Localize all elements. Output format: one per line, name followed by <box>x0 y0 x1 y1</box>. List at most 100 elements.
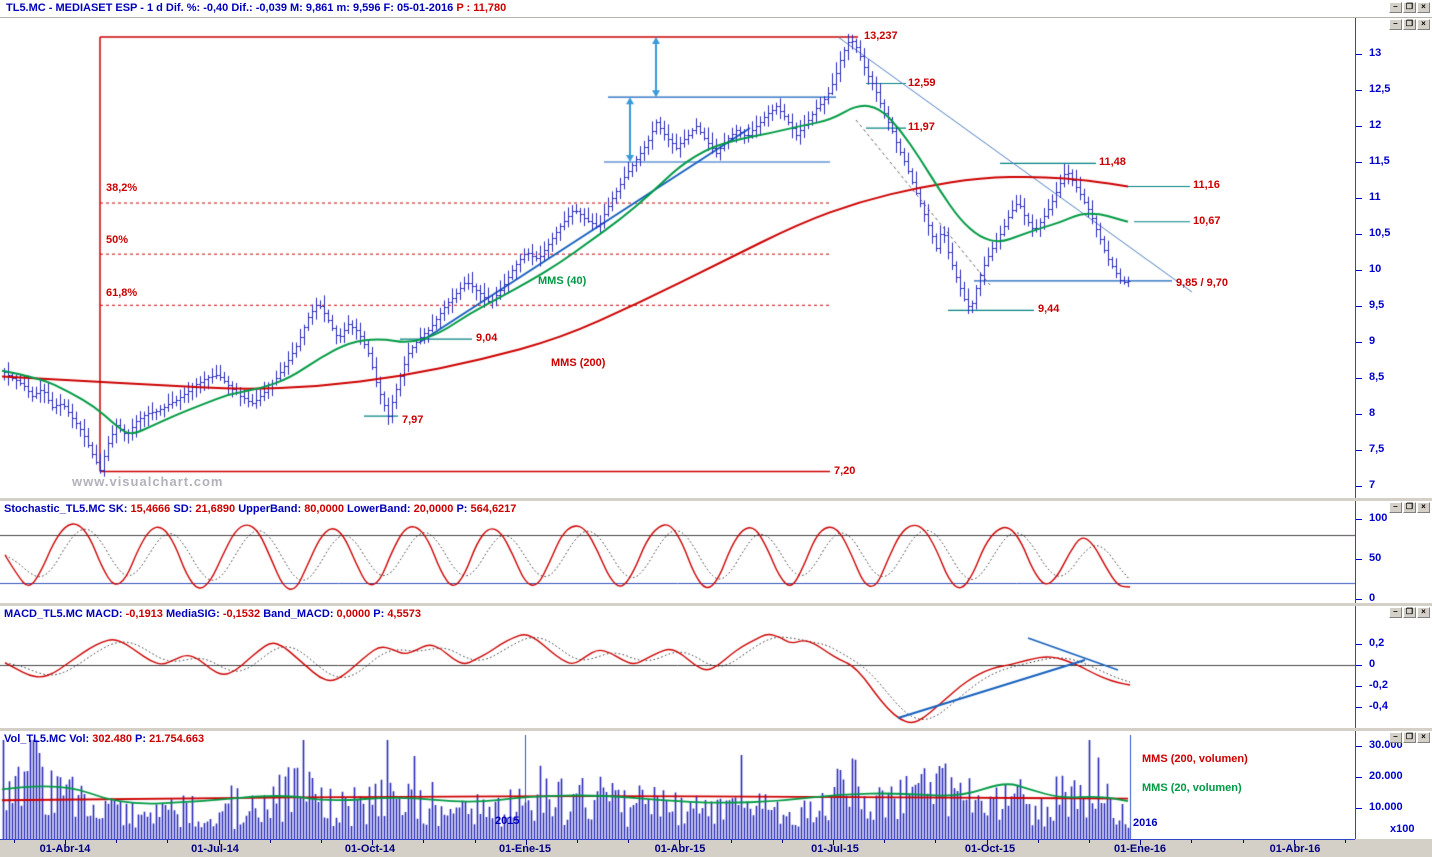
price-value-axis[interactable]: – ❐ × 13 12,5 12 11,5 11 10,5 10 9,5 9 8,5 8 7,5 7 <box>1355 18 1432 498</box>
minimize-button[interactable]: – <box>1389 502 1402 513</box>
axis-label: 11 <box>1369 191 1381 203</box>
minimize-button[interactable]: – <box>1389 19 1402 30</box>
price-chart-canvas[interactable] <box>0 18 1355 498</box>
macd-chart-canvas[interactable] <box>0 606 1355 728</box>
axis-label: 0 <box>1369 658 1376 670</box>
axis-tick <box>1356 519 1362 520</box>
time-axis-tick <box>167 840 168 843</box>
close-button[interactable]: × <box>1417 732 1430 743</box>
date-label: 01-Oct-14 <box>344 843 396 855</box>
axis-tick <box>1356 599 1362 600</box>
time-axis-tick <box>321 840 322 843</box>
close-button[interactable]: × <box>1417 607 1430 618</box>
time-axis-tick <box>577 840 578 843</box>
time-axis-tick <box>1243 840 1244 843</box>
time-axis-tick <box>833 840 834 845</box>
header-segment: SK: <box>108 503 131 515</box>
time-axis-tick <box>526 840 527 845</box>
minimize-button[interactable]: – <box>1389 2 1402 13</box>
time-axis-tick <box>987 840 988 845</box>
header-segment: Stochastic_TL5.MC <box>4 503 109 515</box>
chart-title: TL5.MC - MEDIASET ESP - 1 d Dif. %: -0,4… <box>6 2 506 14</box>
maximize-button[interactable]: ❐ <box>1403 502 1416 513</box>
date-label: 01-Jul-15 <box>811 843 859 855</box>
time-axis-tick <box>628 840 629 843</box>
axis-label: 7,5 <box>1369 443 1385 455</box>
volume-chart-canvas[interactable] <box>0 731 1355 839</box>
date-label: 01-Ene-16 <box>1114 843 1166 855</box>
axis-tick <box>1356 414 1362 415</box>
header-segment: MACD_TL5.MC <box>4 608 86 620</box>
price-annotation-label: 7,97 <box>402 414 424 427</box>
date-label: 01-Abr-14 <box>39 843 91 855</box>
axis-tick <box>1356 665 1362 666</box>
price-annotation-label: 11,48 <box>1099 156 1126 169</box>
price-annotation-label: 12,59 <box>908 76 936 89</box>
stochastic-value-axis[interactable]: – ❐ × 100 50 0 <box>1355 501 1432 604</box>
axis-label: 50 <box>1369 552 1382 564</box>
header-segment: 0,0000 <box>336 608 374 620</box>
time-axis-tick <box>1191 840 1192 843</box>
maximize-button[interactable]: ❐ <box>1403 607 1416 618</box>
header-segment: 21,6890 <box>195 503 239 515</box>
time-axis-tick <box>679 840 680 845</box>
stochastic-panel: Stochastic_TL5.MC SK: 15,4666 SD: 21,689… <box>0 501 1355 603</box>
axis-tick <box>1356 198 1362 199</box>
axis-tick <box>1356 126 1362 127</box>
time-axis-tick <box>782 840 783 843</box>
header-segment: MediaSIG: <box>165 608 223 620</box>
window-titlebar[interactable]: TL5.MC - MEDIASET ESP - 1 d Dif. %: -0,4… <box>0 0 1432 18</box>
price-panel-controls: – ❐ × <box>1389 19 1430 30</box>
visualchart-watermark: www.visualchart.com <box>72 474 224 489</box>
stochastic-panel-controls: – ❐ × <box>1389 502 1430 513</box>
axis-label: 12 <box>1369 119 1382 131</box>
window-controls: – ❐ × <box>1389 2 1430 13</box>
time-axis-tick <box>935 840 936 843</box>
axis-tick <box>1356 559 1362 560</box>
header-segment: MACD: <box>85 608 126 620</box>
axis-label: 8 <box>1369 407 1376 419</box>
price-panel: www.visualchart.com 13,237 12,59 11,97 11,4… <box>0 18 1355 498</box>
price-annotation-label: MMS (200) <box>551 356 606 369</box>
axis-label: 8,5 <box>1369 371 1385 383</box>
axis-label: 11,5 <box>1369 155 1390 167</box>
axis-label: 9,5 <box>1369 299 1385 311</box>
macd-panel: MACD_TL5.MC MACD: -0,1913 MediaSIG: -0,1… <box>0 606 1355 728</box>
price-annotation-label: 10,67 <box>1193 214 1221 227</box>
close-button[interactable]: × <box>1417 2 1430 13</box>
axis-tick <box>1356 644 1362 645</box>
maximize-button[interactable]: ❐ <box>1403 19 1416 30</box>
price-annotation-label: 9,44 <box>1038 303 1060 316</box>
volume-value-axis[interactable]: – ❐ × 30.000 20.000 10.000 x100 <box>1355 731 1432 839</box>
maximize-button[interactable]: ❐ <box>1403 732 1416 743</box>
minimize-button[interactable]: – <box>1389 607 1402 618</box>
header-segment: 21.754.663 <box>149 733 205 745</box>
header-segment: 302.480 <box>92 733 136 745</box>
time-axis-tick <box>372 840 373 845</box>
time-axis-tick <box>1345 840 1346 843</box>
stochastic-chart-canvas[interactable] <box>0 501 1355 603</box>
macd-value-axis[interactable]: – ❐ × 0,2 0 -0,2 -0,4 <box>1355 606 1432 728</box>
axis-label: -0,2 <box>1369 679 1388 691</box>
axis-tick <box>1356 234 1362 235</box>
close-button[interactable]: × <box>1417 502 1430 513</box>
axis-label: 20.000 <box>1369 770 1403 782</box>
header-segment: P: <box>135 733 150 745</box>
price-annotation-label: 13,237 <box>864 29 898 42</box>
header-segment: -0,1532 <box>222 608 264 620</box>
header-segment: P : 11,780 <box>456 2 507 14</box>
header-segment: Band_MACD: <box>263 608 337 620</box>
axis-label: 100 <box>1369 512 1388 524</box>
axis-tick <box>1356 306 1362 307</box>
volume-ma-label: MMS (20, volumen) <box>1142 782 1242 794</box>
time-axis[interactable]: 01-Abr-14 01-Jul-14 01-Oct-14 01-Ene-15 01-A… <box>0 839 1355 857</box>
price-annotation-label: 11,97 <box>908 121 935 134</box>
close-button[interactable]: × <box>1417 19 1430 30</box>
minimize-button[interactable]: – <box>1389 732 1402 743</box>
header-segment: P: <box>456 503 471 515</box>
price-annotation-label: MMS (40) <box>538 275 587 288</box>
maximize-button[interactable]: ❐ <box>1403 2 1416 13</box>
time-axis-tick <box>423 840 424 843</box>
time-axis-tick <box>219 840 220 845</box>
